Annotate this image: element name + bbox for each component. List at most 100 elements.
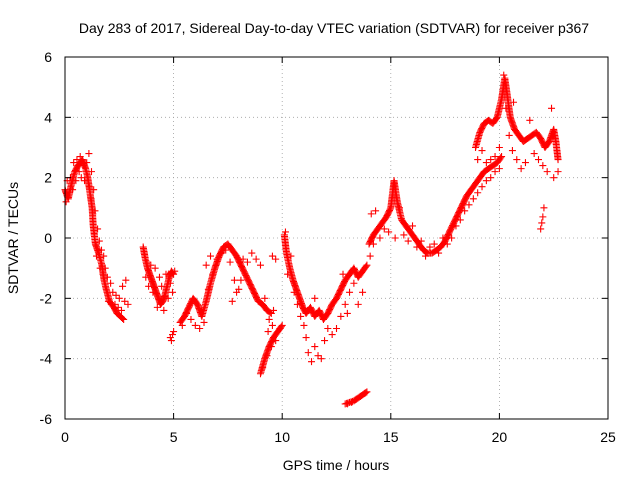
data-point-marker — [207, 252, 215, 260]
data-point-marker — [268, 252, 276, 260]
y-tick-label: -4 — [40, 351, 53, 367]
data-point-marker — [554, 168, 562, 176]
data-point-marker — [73, 156, 81, 164]
data-point-marker — [170, 270, 178, 278]
data-point-marker — [151, 264, 159, 272]
data-point-marker — [538, 219, 546, 227]
data-markers — [61, 71, 562, 408]
axis-ticks: 0 5 10 15 20 25 -6 -4 -2 0 2 4 6 — [40, 49, 616, 445]
data-point-marker — [426, 243, 434, 251]
data-point-marker — [539, 162, 547, 170]
data-point-marker — [153, 303, 161, 311]
data-point-marker — [72, 177, 80, 185]
data-point-marker — [111, 300, 119, 308]
data-point-marker — [482, 177, 490, 185]
data-point-marker — [281, 228, 289, 236]
data-point-marker — [417, 237, 425, 245]
data-point-marker — [469, 195, 477, 203]
data-point-marker — [363, 261, 371, 269]
x-tick-label: 20 — [492, 429, 508, 445]
data-point-marker — [77, 174, 85, 182]
data-point-marker — [339, 270, 347, 278]
data-point-marker — [107, 279, 115, 287]
data-point-marker — [376, 234, 384, 242]
data-point-marker — [391, 234, 399, 242]
plot-frame — [64, 56, 609, 420]
data-point-marker — [304, 349, 312, 357]
data-point-marker — [465, 201, 473, 209]
data-point-marker — [213, 255, 221, 263]
data-point-marker — [167, 337, 175, 345]
data-point-marker — [265, 315, 273, 323]
data-point-marker — [100, 252, 108, 260]
data-point-marker — [233, 288, 241, 296]
data-point-marker — [239, 255, 247, 263]
data-point-marker — [482, 159, 490, 167]
y-tick-label: 2 — [44, 170, 52, 186]
data-point-marker — [513, 156, 521, 164]
data-point-marker — [346, 288, 354, 296]
data-point-marker — [143, 258, 151, 266]
data-point-marker — [343, 309, 351, 317]
data-point-marker — [261, 294, 269, 302]
data-point-marker — [521, 159, 529, 167]
data-point-marker — [204, 285, 212, 293]
data-point-marker — [171, 267, 179, 275]
data-point-marker — [302, 334, 310, 342]
data-point-marker — [70, 159, 78, 167]
data-point-marker — [228, 297, 236, 305]
data-point-marker — [109, 288, 117, 296]
data-point-marker — [350, 279, 358, 287]
data-point-marker — [149, 288, 157, 296]
data-point-marker — [308, 358, 316, 366]
data-point-marker — [119, 314, 127, 322]
data-point-marker — [230, 276, 238, 284]
chart-title: Day 283 of 2017, Sidereal Day-to-day VTE… — [79, 20, 589, 36]
data-point-marker — [413, 243, 421, 251]
data-point-marker — [200, 318, 208, 326]
data-point-marker — [443, 240, 451, 248]
data-point-marker — [540, 204, 548, 212]
data-point-marker — [62, 198, 70, 206]
data-point-marker — [124, 300, 132, 308]
data-point-marker — [287, 252, 295, 260]
data-point-marker — [142, 273, 150, 281]
data-point-marker — [352, 395, 360, 403]
data-point-marker — [314, 352, 322, 360]
data-point-marker — [474, 189, 482, 197]
data-point-marker — [145, 282, 153, 290]
data-point-marker — [550, 174, 558, 182]
data-point-marker — [164, 294, 172, 302]
data-point-marker — [505, 131, 513, 139]
data-point-marker — [166, 334, 174, 342]
data-point-marker — [75, 168, 83, 176]
data-point-marker — [361, 389, 369, 397]
data-point-marker — [495, 144, 503, 151]
x-tick-label: 15 — [383, 429, 399, 445]
x-tick-label: 5 — [170, 429, 178, 445]
data-point-marker — [226, 258, 234, 266]
data-point-marker — [263, 352, 271, 360]
data-point-marker — [548, 104, 556, 112]
data-point-marker — [90, 186, 98, 194]
y-tick-label: 0 — [44, 230, 52, 246]
data-point-marker — [122, 276, 130, 284]
data-point-marker — [101, 264, 109, 272]
data-point-marker — [348, 398, 356, 406]
data-point-marker — [537, 225, 545, 233]
data-point-marker — [183, 309, 191, 317]
data-point-marker — [409, 222, 417, 230]
y-tick-label: 4 — [44, 109, 52, 125]
data-point-marker — [372, 207, 380, 215]
data-point-marker — [311, 343, 319, 351]
data-point-marker — [487, 174, 495, 182]
data-point-marker — [209, 270, 217, 278]
data-point-marker — [362, 389, 370, 397]
data-point-marker — [395, 204, 403, 212]
data-point-marker — [90, 231, 98, 239]
y-axis-title: SDTVAR / TECUs — [5, 182, 21, 294]
data-point-marker — [452, 222, 460, 230]
data-point-marker — [147, 261, 155, 269]
data-point-marker — [95, 237, 103, 245]
data-point-marker — [85, 150, 93, 158]
